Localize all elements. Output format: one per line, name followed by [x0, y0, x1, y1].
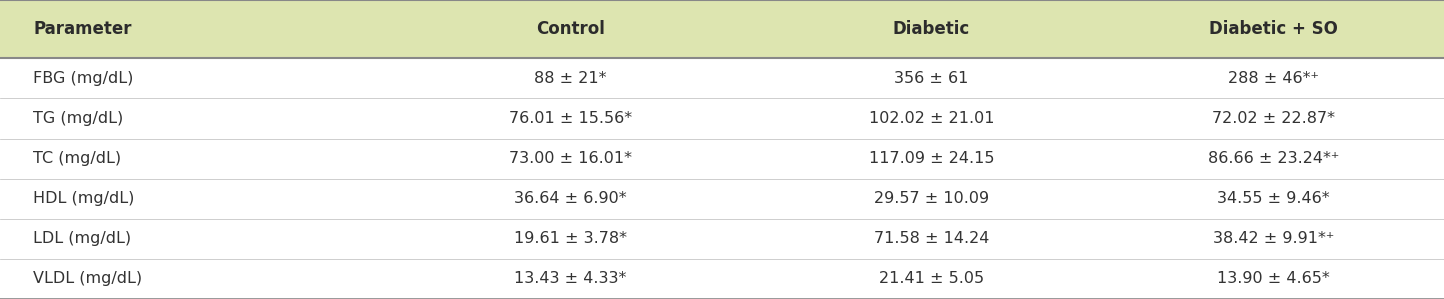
Text: 72.02 ± 22.87*: 72.02 ± 22.87*: [1212, 111, 1336, 126]
Text: 21.41 ± 5.05: 21.41 ± 5.05: [879, 271, 983, 286]
Text: 29.57 ± 10.09: 29.57 ± 10.09: [874, 191, 989, 206]
Text: Parameter: Parameter: [33, 20, 131, 38]
Text: 73.00 ± 16.01*: 73.00 ± 16.01*: [508, 151, 632, 166]
Text: 13.43 ± 4.33*: 13.43 ± 4.33*: [514, 271, 627, 286]
Text: 117.09 ± 24.15: 117.09 ± 24.15: [869, 151, 993, 166]
Text: 36.64 ± 6.90*: 36.64 ± 6.90*: [514, 191, 627, 206]
Text: FBG (mg/dL): FBG (mg/dL): [33, 71, 134, 86]
Text: Diabetic: Diabetic: [892, 20, 970, 38]
Text: 19.61 ± 3.78*: 19.61 ± 3.78*: [514, 231, 627, 246]
Text: 86.66 ± 23.24*⁺: 86.66 ± 23.24*⁺: [1209, 151, 1339, 166]
Text: 71.58 ± 14.24: 71.58 ± 14.24: [874, 231, 989, 246]
Text: 13.90 ± 4.65*: 13.90 ± 4.65*: [1217, 271, 1330, 286]
Text: 102.02 ± 21.01: 102.02 ± 21.01: [869, 111, 993, 126]
Text: TC (mg/dL): TC (mg/dL): [33, 151, 121, 166]
Text: 288 ± 46*⁺: 288 ± 46*⁺: [1227, 71, 1320, 86]
Text: VLDL (mg/dL): VLDL (mg/dL): [33, 271, 143, 286]
Text: TG (mg/dL): TG (mg/dL): [33, 111, 123, 126]
Text: LDL (mg/dL): LDL (mg/dL): [33, 231, 131, 246]
FancyBboxPatch shape: [0, 0, 1444, 58]
Text: 34.55 ± 9.46*: 34.55 ± 9.46*: [1217, 191, 1330, 206]
Text: 38.42 ± 9.91*⁺: 38.42 ± 9.91*⁺: [1213, 231, 1334, 246]
Text: 88 ± 21*: 88 ± 21*: [534, 71, 606, 86]
Text: 76.01 ± 15.56*: 76.01 ± 15.56*: [508, 111, 632, 126]
Text: 356 ± 61: 356 ± 61: [894, 71, 969, 86]
Text: Diabetic + SO: Diabetic + SO: [1209, 20, 1339, 38]
Text: HDL (mg/dL): HDL (mg/dL): [33, 191, 134, 206]
Text: Control: Control: [536, 20, 605, 38]
